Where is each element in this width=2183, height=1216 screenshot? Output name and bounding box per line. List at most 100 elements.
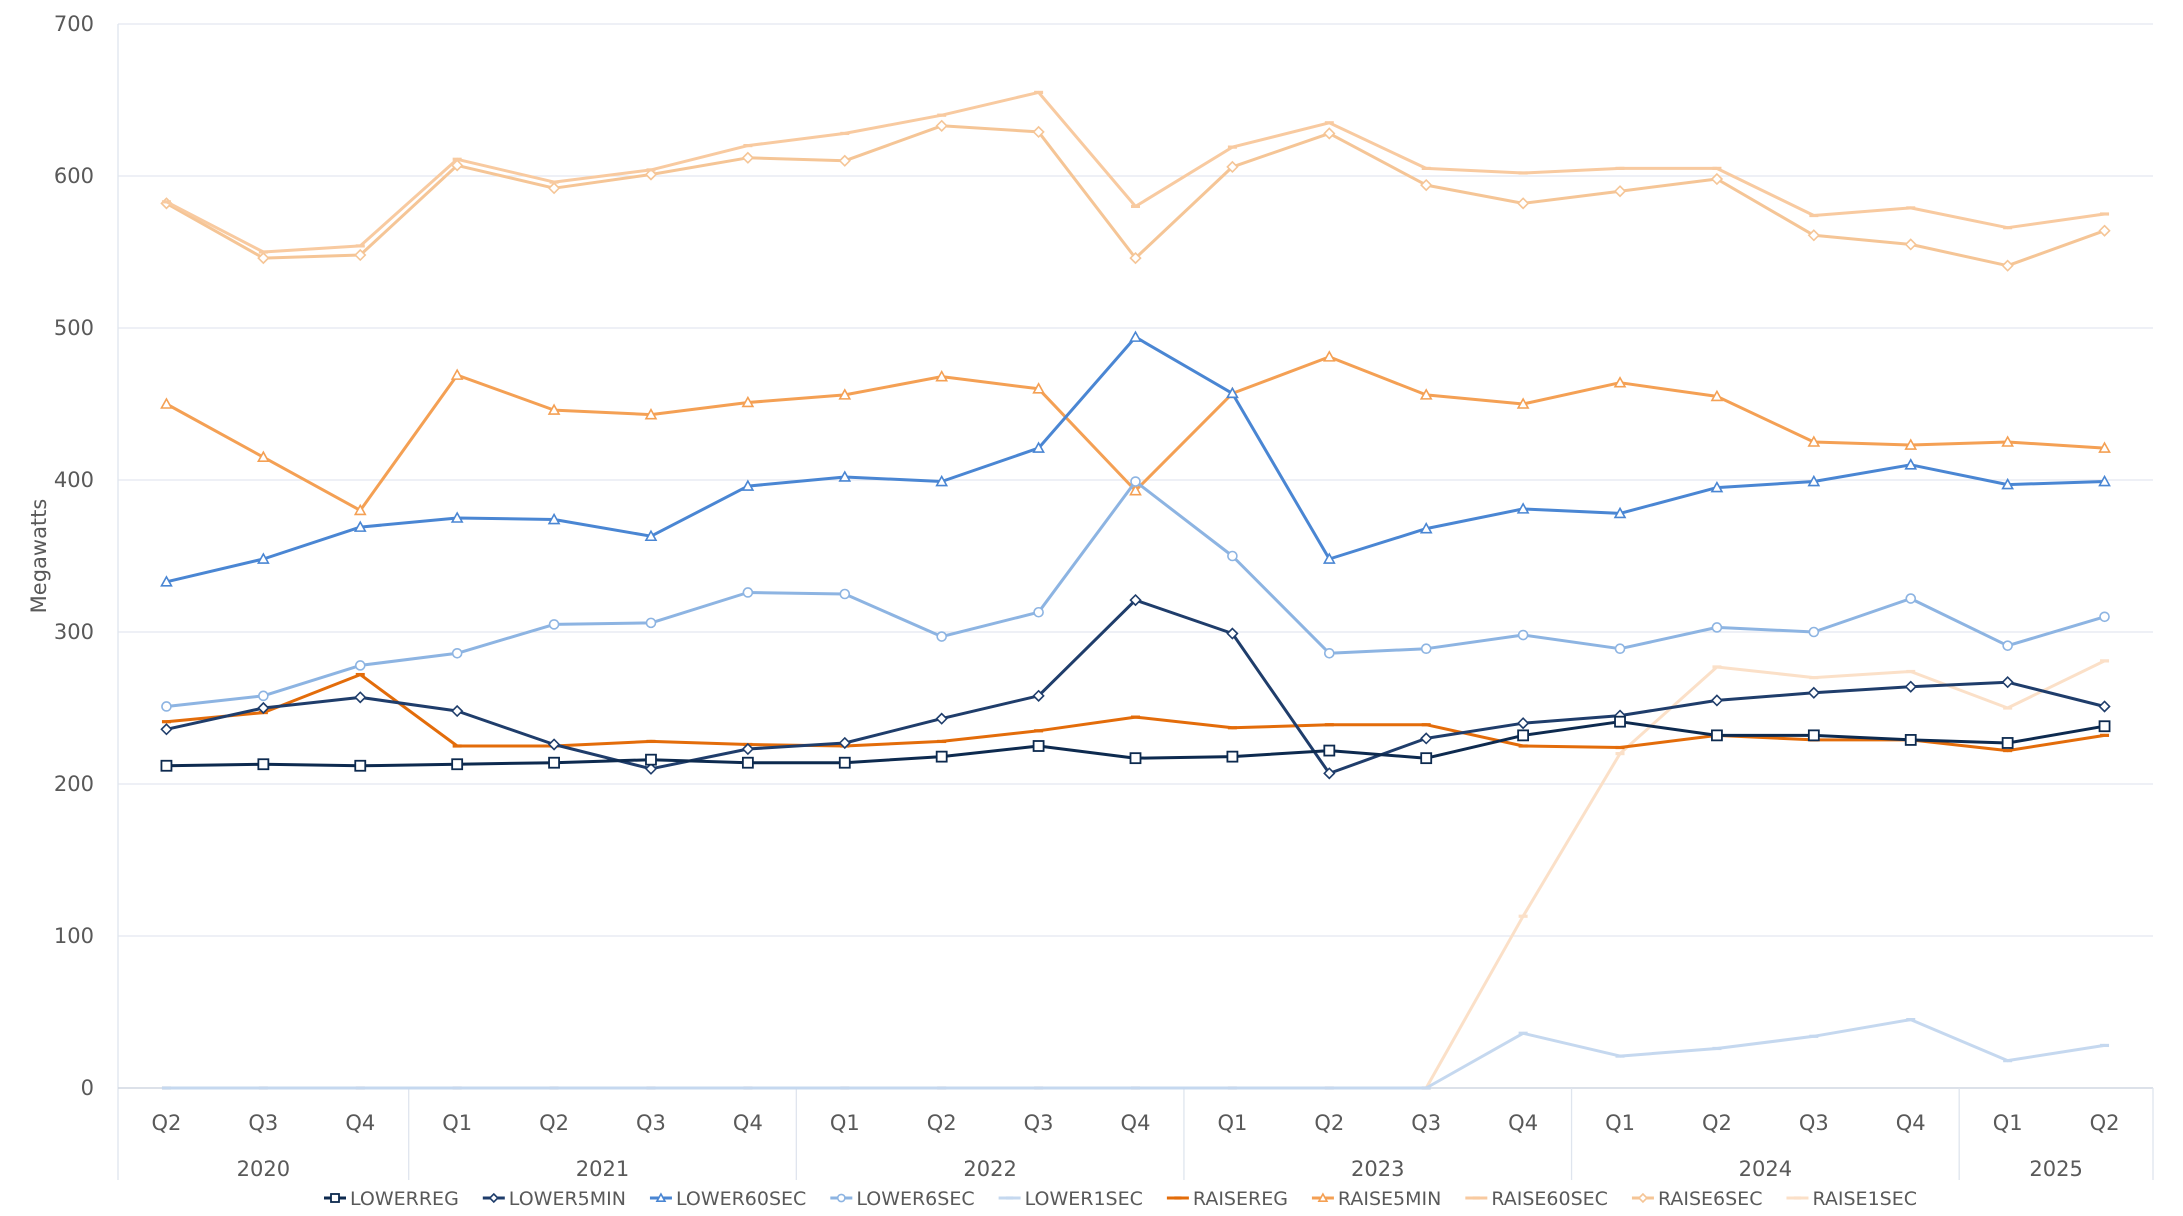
data-point <box>1324 723 1334 727</box>
data-point <box>1420 643 1432 655</box>
legend-label: LOWER1SEC <box>1025 1188 1143 1210</box>
legend-label: LOWER6SEC <box>856 1188 974 1210</box>
data-point <box>258 250 268 254</box>
data-point <box>937 113 947 117</box>
data-point <box>1712 665 1722 669</box>
data-point <box>354 248 367 262</box>
series-line <box>166 1018 2105 1090</box>
y-tick-label: 100 <box>54 924 94 948</box>
data-point <box>354 660 366 671</box>
data-point <box>450 511 464 523</box>
data-point <box>1227 550 1238 562</box>
data-point <box>256 552 270 564</box>
data-point <box>2100 1043 2110 1048</box>
data-point <box>1421 166 1431 170</box>
legend-item: RAISE5MIN <box>1311 1188 1441 1210</box>
legend-label: RAISE6SEC <box>1658 1188 1763 1210</box>
x-tick-label: Q4 <box>733 1111 763 1135</box>
series-line <box>165 124 2106 268</box>
data-point <box>1421 1086 1431 1090</box>
data-point <box>354 759 367 772</box>
data-point <box>1006 1196 1014 1200</box>
data-point <box>655 1192 667 1202</box>
x-tick-label: Q4 <box>1121 1111 1151 1135</box>
data-point <box>1711 729 1723 742</box>
data-point <box>1615 1054 1625 1058</box>
x-tick-label: Q4 <box>1896 1111 1926 1135</box>
data-point <box>256 450 270 462</box>
data-point <box>1129 483 1142 496</box>
data-point <box>257 758 270 771</box>
data-point <box>1420 732 1433 745</box>
data-point <box>1174 1196 1182 1200</box>
data-point <box>450 368 464 380</box>
x-tick-label: Q1 <box>1993 1111 2023 1135</box>
data-point <box>452 744 462 748</box>
data-point <box>1419 388 1433 400</box>
data-point <box>1518 744 1528 748</box>
series-lines <box>160 90 2111 1090</box>
x-tick-label: Q2 <box>1702 1111 1732 1135</box>
data-point <box>1807 435 1821 447</box>
data-point <box>1906 669 1916 674</box>
data-point <box>937 1086 947 1090</box>
data-point <box>935 474 949 487</box>
data-point <box>547 403 561 415</box>
data-point <box>2098 224 2111 237</box>
data-point <box>1516 397 1530 409</box>
year-label: 2022 <box>963 1157 1016 1181</box>
data-point <box>1807 474 1821 487</box>
data-point <box>2001 259 2014 272</box>
data-point <box>1226 386 1239 399</box>
series-raise1sec <box>161 659 2110 1090</box>
data-point <box>2098 700 2111 713</box>
data-point <box>1032 689 1045 702</box>
data-point <box>644 407 658 420</box>
data-point <box>330 1193 340 1203</box>
x-tick-label: Q2 <box>539 1111 569 1135</box>
legend-label: LOWERREG <box>350 1188 459 1210</box>
x-tick-label: Q4 <box>1508 1111 1538 1135</box>
data-point <box>1807 686 1820 699</box>
data-point <box>646 1086 656 1090</box>
data-point <box>452 157 462 161</box>
y-axis-title: Megawatts <box>27 499 51 614</box>
legend-label: LOWER60SEC <box>676 1188 806 1210</box>
x-tick-label: Q2 <box>2090 1111 2120 1135</box>
data-point <box>1614 643 1626 655</box>
data-point <box>1807 729 1820 742</box>
series-raise60sec <box>161 90 2110 254</box>
data-point <box>2001 737 2014 749</box>
x-tick-label: Q3 <box>1411 1111 1441 1135</box>
year-label: 2024 <box>1739 1157 1792 1181</box>
y-tick-label: 200 <box>54 772 94 796</box>
y-tick-label: 0 <box>81 1076 94 1100</box>
data-point <box>1032 740 1045 752</box>
data-point <box>1712 1046 1722 1051</box>
data-point <box>1904 238 1917 251</box>
series-raise6sec <box>160 119 2111 272</box>
data-point <box>838 736 851 750</box>
data-point <box>1516 717 1530 730</box>
data-point <box>1615 752 1625 756</box>
x-tick-label: Q3 <box>636 1111 666 1135</box>
data-point <box>1034 729 1044 733</box>
data-point <box>1518 914 1528 918</box>
data-point <box>2100 733 2110 737</box>
year-label: 2020 <box>237 1157 290 1181</box>
data-point <box>839 588 851 600</box>
series-raise5min <box>160 350 2111 516</box>
data-point <box>548 756 560 769</box>
data-point <box>1322 552 1336 564</box>
data-point <box>1517 629 1529 641</box>
data-point <box>355 1086 365 1090</box>
data-point <box>1129 251 1142 265</box>
legend-item: RAISE60SEC <box>1465 1188 1608 1210</box>
data-point <box>1809 1034 1819 1038</box>
series-lower6sec <box>161 476 2110 712</box>
data-point <box>1712 166 1722 170</box>
data-point <box>1613 506 1627 519</box>
data-point <box>2003 1059 2013 1063</box>
data-point <box>354 691 367 704</box>
